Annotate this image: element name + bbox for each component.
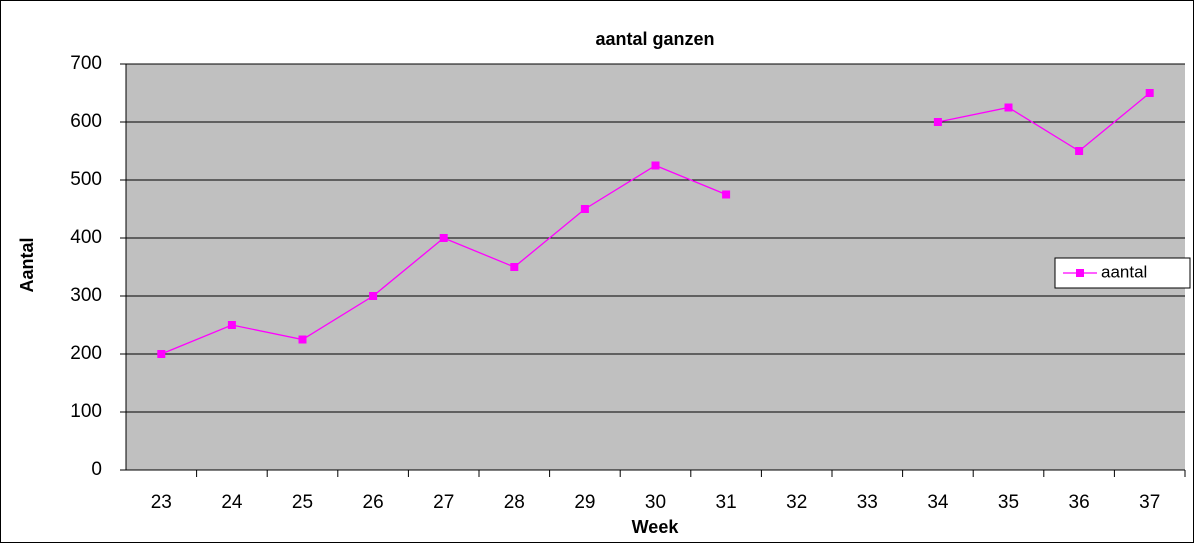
y-tick-label: 200 — [70, 343, 102, 364]
data-point — [1145, 89, 1154, 97]
x-tick-label: 24 — [221, 492, 243, 513]
x-tick-label: 27 — [433, 492, 454, 513]
chart-title: aantal ganzen — [595, 29, 714, 49]
x-tick-label: 31 — [716, 492, 737, 513]
y-tick-label: 300 — [70, 285, 102, 306]
legend-marker — [1076, 269, 1084, 277]
x-tick-label: 28 — [504, 492, 525, 513]
data-point — [439, 234, 448, 242]
x-tick-label: 36 — [1069, 492, 1090, 513]
y-tick-label: 400 — [70, 227, 102, 248]
data-point — [651, 161, 660, 170]
y-tick-label: 700 — [70, 53, 102, 74]
x-tick-label: 26 — [363, 492, 384, 513]
plot-area — [126, 64, 1185, 470]
y-tick-label: 600 — [70, 111, 102, 132]
x-tick-label: 35 — [998, 492, 1019, 513]
x-tick-label: 37 — [1139, 492, 1160, 513]
data-point — [510, 263, 519, 271]
data-point — [722, 190, 731, 199]
x-tick-label: 30 — [645, 492, 666, 513]
data-point — [1004, 103, 1013, 112]
data-point — [1075, 147, 1084, 155]
data-point — [227, 321, 236, 329]
data-point — [933, 118, 942, 126]
x-tick-label: 29 — [574, 492, 595, 513]
y-tick-label: 100 — [70, 401, 102, 422]
x-axis-label: Week — [632, 517, 680, 537]
data-point — [580, 205, 589, 213]
x-tick-label: 23 — [151, 492, 172, 513]
x-tick-label: 25 — [292, 492, 313, 513]
x-tick-label: 34 — [927, 492, 949, 513]
data-point — [369, 292, 378, 300]
data-point — [298, 335, 307, 344]
y-axis-label: Aantal — [17, 237, 37, 292]
legend-label: aantal — [1101, 262, 1147, 281]
y-tick-label: 0 — [91, 459, 102, 480]
x-tick-label: 33 — [857, 492, 878, 513]
data-point — [157, 350, 166, 358]
x-tick-label: 32 — [786, 492, 807, 513]
y-tick-label: 500 — [70, 169, 102, 190]
